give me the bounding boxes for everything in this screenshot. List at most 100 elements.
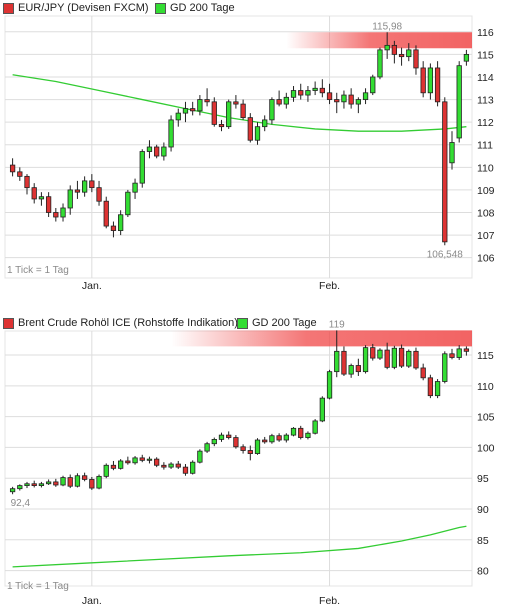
candle-body (377, 349, 383, 359)
candle-body (168, 463, 174, 468)
candle-up (161, 142, 167, 161)
candle-up (132, 178, 138, 199)
candle-down (326, 83, 333, 105)
candle-body (348, 365, 354, 375)
candle-down (449, 348, 455, 360)
candle-body (334, 99, 340, 103)
y-tick-label: 115 (477, 49, 494, 61)
y-tick-label: 114 (477, 72, 494, 84)
candle-body (298, 427, 304, 438)
candle-up (60, 203, 66, 222)
candle-body (9, 488, 16, 493)
y-tick-label: 112 (477, 117, 494, 129)
candle-body (60, 207, 66, 218)
candle-body (355, 99, 361, 105)
candle-body (81, 475, 88, 480)
candle-up (45, 479, 52, 485)
candle-body (168, 119, 174, 148)
candle-up (118, 459, 124, 470)
candle-up (197, 449, 203, 464)
candle-body (247, 450, 253, 454)
candle-up (377, 348, 383, 360)
candle-down (211, 97, 217, 127)
candle-up (146, 140, 153, 159)
candle-down (175, 460, 181, 469)
candle-down (427, 374, 434, 399)
candle-up (442, 351, 448, 384)
candle-down (355, 358, 361, 376)
candle-body (139, 457, 145, 461)
candle-up (326, 369, 333, 400)
candle-body (384, 349, 390, 368)
candle-body (305, 432, 311, 438)
candle-body (240, 446, 246, 451)
candle-body (67, 477, 73, 487)
candle-down (434, 61, 441, 107)
high-range-band (171, 330, 472, 347)
candle-up (456, 61, 462, 143)
candle-up (218, 432, 225, 442)
candle-body (45, 481, 52, 485)
candle-up (211, 437, 217, 447)
candle-up (254, 122, 261, 145)
candle-body (175, 112, 181, 121)
candle-up (182, 101, 189, 123)
candle-body (31, 187, 37, 200)
candle-up (96, 474, 102, 490)
candle-up (197, 95, 203, 116)
candle-body (204, 443, 210, 452)
x-month-label: Feb. (319, 595, 340, 607)
y-tick-label: 105 (477, 412, 495, 424)
y-tick-label: 80 (477, 566, 489, 578)
candle-body (154, 146, 160, 157)
candle-down (420, 363, 426, 381)
candle-body (254, 126, 261, 141)
candle-down (125, 456, 131, 465)
candle-body (182, 108, 189, 114)
candle-body (442, 353, 448, 382)
candle-body (89, 479, 95, 489)
candle-body (406, 350, 412, 367)
candle-down (190, 101, 196, 116)
candle-body (370, 76, 376, 94)
candlestick-chart-brent: 80859095100105110115Jan.Feb.März11992,41… (4, 319, 495, 607)
candle-body (398, 53, 405, 58)
legend-label-price: Brent Crude Rohöl ICE (Rohstoffe Indikat… (18, 317, 238, 329)
candle-up (290, 86, 297, 102)
candle-down (370, 343, 376, 361)
y-tick-label: 90 (477, 504, 489, 516)
candle-up (17, 484, 23, 491)
candle-up (125, 189, 131, 218)
candle-down (161, 462, 167, 470)
candle-down (413, 347, 419, 370)
candle-body (125, 460, 131, 464)
y-tick-label: 109 (477, 185, 495, 197)
candle-up (377, 47, 383, 80)
candle-body (218, 124, 225, 128)
candle-down (204, 88, 210, 107)
candle-down (74, 180, 81, 199)
candlestick-chart-eurjpy: 106 107 108 109 110 111 112 113 114 115 116 Jan. Feb… (4, 15, 495, 292)
candle-body (67, 189, 73, 209)
candle-up (341, 90, 347, 109)
candle-down (240, 99, 246, 120)
candle-down (463, 346, 470, 356)
candle-body (161, 464, 167, 468)
candle-body (413, 49, 419, 69)
y-tick-label: 108 (477, 208, 495, 220)
candle-body (211, 101, 217, 125)
candle-up (355, 97, 361, 114)
candle-up (168, 462, 174, 469)
candle-body (17, 485, 23, 490)
candle-down (9, 158, 16, 177)
candle-up (391, 345, 398, 370)
candle-body (74, 189, 81, 193)
candle-down (89, 476, 95, 490)
candle-down (348, 88, 354, 109)
candle-body (175, 463, 181, 468)
candle-body (269, 435, 275, 443)
candle-body (384, 44, 390, 51)
candle-body (290, 90, 297, 98)
legend-primary: EUR/JPY (Devisen FXCM) (3, 1, 149, 15)
candle-body (254, 439, 261, 454)
